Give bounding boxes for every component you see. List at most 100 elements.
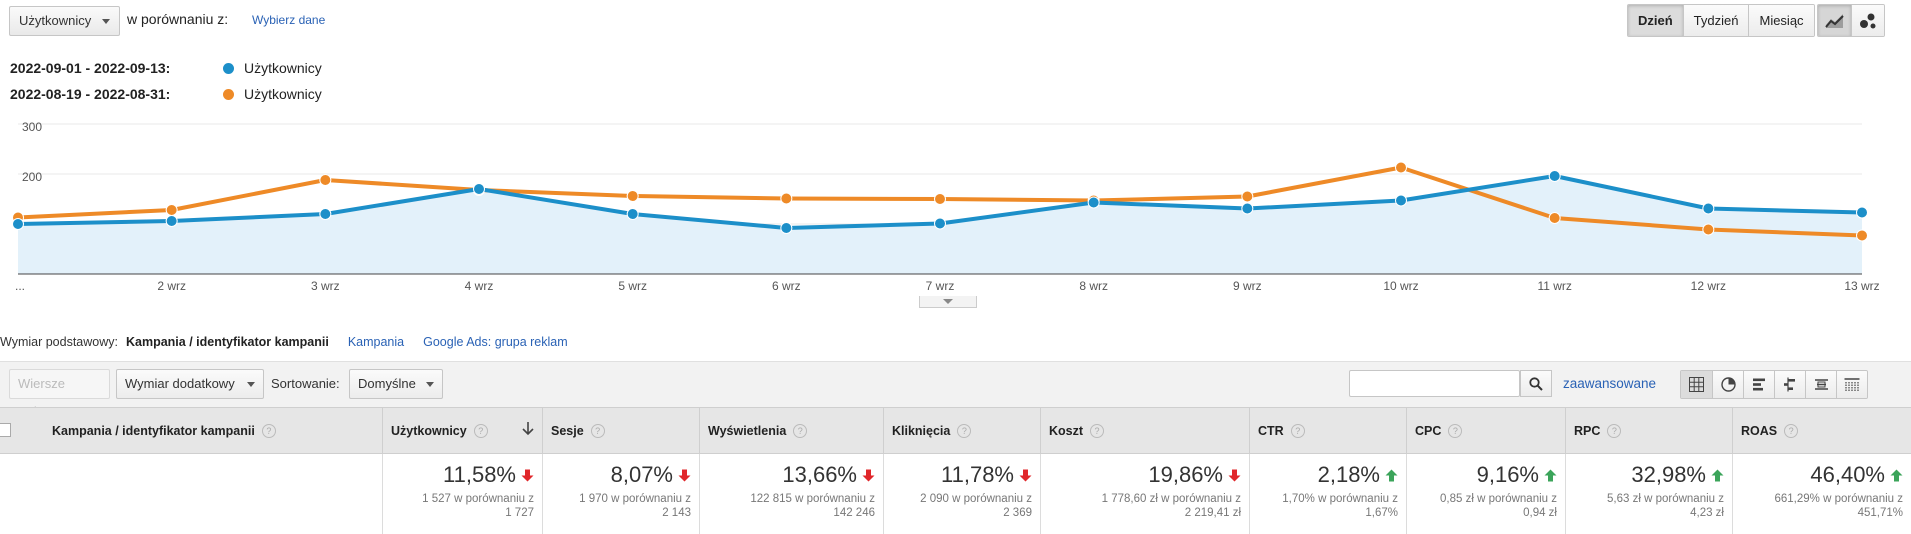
summary-compare-text: 1 778,60 zł w porównaniu z [1101, 493, 1241, 505]
summary-compare-text: 122 815 w porównaniu z [750, 493, 875, 505]
data-point-current [1702, 202, 1715, 215]
trend-down-icon [1018, 468, 1032, 482]
summary-value: 11,58% [443, 462, 516, 487]
data-point-current [1087, 196, 1100, 209]
data-point-previous [165, 204, 178, 216]
summary-value: 46,40% [1810, 462, 1885, 487]
plot-rows-button[interactable]: Wiersze wykresu [9, 369, 110, 419]
summary-value: 2,18% [1317, 462, 1380, 487]
help-icon[interactable]: ? [261, 424, 276, 438]
data-point-current [780, 222, 793, 234]
period-month-button[interactable]: Miesiąc [1748, 5, 1814, 36]
search-button[interactable] [1520, 370, 1552, 397]
summary-cell-rpc: 32,98% 5,63 zł w porównaniu z 4,23 zł [1565, 454, 1732, 534]
legend-series-name: Użytkownicy [244, 86, 322, 102]
table-view-button[interactable] [1681, 371, 1712, 398]
advanced-filter-link[interactable]: zaawansowane [1563, 376, 1657, 391]
chevron-down-icon [247, 382, 255, 387]
legend-row-current: 2022-09-01 - 2022-09-13: Użytkownicy [10, 59, 322, 77]
help-icon[interactable]: ? [1090, 424, 1105, 438]
column-header-ctr[interactable]: CTR ? [1249, 408, 1406, 454]
compare-label: w porównaniu z: [127, 11, 229, 27]
y-tick-label: 200 [22, 170, 42, 184]
column-header-sessions[interactable]: Sesje ? [542, 408, 699, 454]
summary-cell-impressions: 13,66% 122 815 w porównaniu z 142 246 [699, 454, 883, 534]
data-point-current [165, 215, 178, 227]
data-point-current [1241, 202, 1254, 215]
sort-select[interactable]: Domyślne [349, 369, 443, 399]
data-point-current [319, 208, 332, 220]
table-search-input[interactable] [1349, 370, 1520, 397]
column-header-label: CTR [1258, 424, 1284, 438]
table-icon [1689, 377, 1704, 392]
help-icon[interactable]: ? [473, 424, 488, 438]
column-header-users[interactable]: Użytkownicy ? [382, 408, 542, 454]
data-point-previous [319, 174, 332, 186]
motion-chart-button[interactable] [1851, 5, 1884, 36]
x-tick-label: 6 wrz [772, 279, 801, 293]
period-week-button[interactable]: Tydzień [1682, 5, 1749, 36]
period-day-button[interactable]: Dzień [1628, 5, 1683, 36]
data-point-previous [626, 190, 639, 202]
table-header-row: Kampania / identyfikator kampanii ? Użyt… [0, 407, 1911, 454]
secondary-dimension-select[interactable]: Wymiar dodatkowy [116, 369, 264, 399]
bar-view-button[interactable] [1743, 371, 1774, 398]
dimension-link-ad-group[interactable]: Google Ads: grupa reklam [423, 335, 568, 349]
metric-select[interactable]: Użytkownicy [9, 6, 120, 36]
trend-down-icon [1227, 468, 1241, 482]
help-icon[interactable]: ? [1290, 424, 1305, 438]
data-point-previous [1395, 161, 1407, 174]
comparison-icon [1783, 377, 1795, 392]
column-header-cpc[interactable]: CPC ? [1406, 408, 1565, 454]
pie-icon [1720, 377, 1736, 392]
table-view-toggle [1680, 370, 1868, 399]
help-icon[interactable]: ? [793, 424, 808, 438]
column-header-campaign[interactable]: Kampania / identyfikator kampanii ? [22, 408, 382, 454]
summary-compare-value: 2 219,41 zł [1184, 507, 1241, 519]
motion-chart-icon [1860, 13, 1876, 28]
column-header-roas[interactable]: ROAS ? [1732, 408, 1911, 454]
help-icon[interactable]: ? [957, 424, 972, 438]
data-point-current [1395, 194, 1407, 207]
summary-compare-value: 4,23 zł [1690, 507, 1724, 519]
table-summary-row: 11,58% 1 527 w porównaniu z 1 727 8,07% 1… [0, 454, 1911, 534]
x-tick-label: 11 wrz [1537, 279, 1571, 293]
pivot-view-button[interactable] [1836, 371, 1867, 398]
summary-cell-cpc: 9,16% 0,85 zł w porównaniu z 0,94 zł [1406, 454, 1565, 534]
data-point-current [1548, 170, 1561, 182]
column-header-label: Użytkownicy [391, 424, 467, 438]
column-header-cost[interactable]: Koszt ? [1040, 408, 1249, 454]
help-icon[interactable]: ? [1607, 424, 1622, 438]
x-tick-label: 2 wrz [157, 279, 186, 293]
x-tick-label: 7 wrz [926, 279, 955, 293]
period-toggle: Dzień Tydzień Miesiąc [1627, 4, 1815, 37]
pie-view-button[interactable] [1712, 371, 1743, 398]
help-icon[interactable]: ? [1448, 424, 1463, 438]
chevron-down-icon [943, 299, 953, 304]
column-header-label: Kampania / identyfikator kampanii [52, 424, 255, 438]
summary-cell-sessions: 8,07% 1 970 w porównaniu z 2 143 [542, 454, 699, 534]
select-all-checkbox[interactable] [0, 423, 11, 437]
help-icon[interactable]: ? [1784, 424, 1799, 438]
chart-collapse-handle[interactable] [919, 296, 977, 308]
summary-compare-text: 0,85 zł w porównaniu z [1440, 493, 1557, 505]
column-header-clicks[interactable]: Kliknięcia ? [883, 408, 1040, 454]
data-point-current [12, 218, 24, 230]
line-chart-icon [1824, 13, 1844, 28]
x-tick-label: 5 wrz [618, 279, 647, 293]
summary-cell-ctr: 2,18% 1,70% w porównaniu z 1,67% [1249, 454, 1406, 534]
line-chart-button[interactable] [1818, 5, 1851, 36]
comparison-view-button[interactable] [1774, 371, 1805, 398]
column-header-rpc[interactable]: RPC ? [1565, 408, 1732, 454]
help-icon[interactable]: ? [590, 424, 605, 438]
term-cloud-view-button[interactable] [1805, 371, 1836, 398]
primary-dimension-current: Kampania / identyfikator kampanii [125, 335, 329, 349]
select-data-link[interactable]: Wybierz dane [252, 13, 326, 27]
dimension-link-campaign[interactable]: Kampania [347, 335, 405, 349]
primary-dimension-label: Wymiar podstawowy: [0, 335, 118, 349]
legend-row-previous: 2022-08-19 - 2022-08-31: Użytkownicy [10, 85, 322, 103]
column-header-impressions[interactable]: Wyświetlenia ? [699, 408, 883, 454]
summary-compare-value: 1,67% [1365, 507, 1398, 519]
x-tick-label: 8 wrz [1079, 279, 1108, 293]
